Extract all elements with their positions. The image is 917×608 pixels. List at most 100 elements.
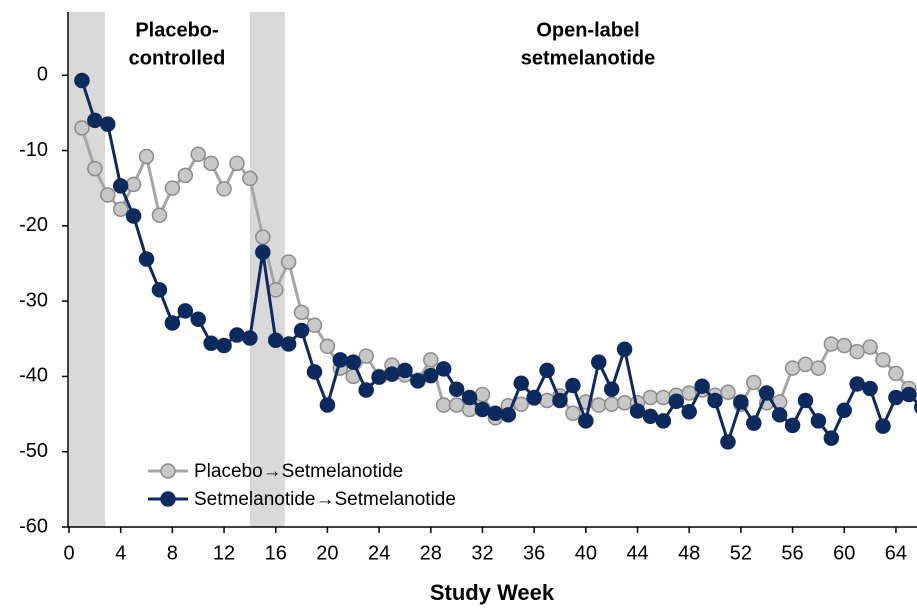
data-point xyxy=(190,146,206,163)
data-point xyxy=(849,376,865,392)
data-point xyxy=(720,434,736,450)
shades xyxy=(69,12,285,527)
data-point xyxy=(539,392,555,409)
data-point xyxy=(565,377,581,394)
data-point xyxy=(306,364,323,380)
data-point xyxy=(603,396,620,413)
data-point xyxy=(293,304,310,321)
data-point xyxy=(435,397,452,413)
legend-marker xyxy=(160,491,176,507)
data-point xyxy=(888,365,904,382)
annotation: controlled xyxy=(129,47,226,69)
data-point xyxy=(642,389,659,406)
data-point xyxy=(319,338,336,355)
shaded-region xyxy=(69,12,106,527)
x-tick-label: 36 xyxy=(523,542,545,564)
data-point xyxy=(151,282,168,298)
data-point xyxy=(603,381,620,397)
data-point xyxy=(280,336,297,352)
data-point xyxy=(112,178,129,194)
legend-label: Setmelanotide→Setmelanotide xyxy=(194,489,456,510)
shaded-region xyxy=(249,12,285,527)
data-point xyxy=(862,339,878,355)
x-tick-label: 64 xyxy=(885,542,907,564)
annotation: Placebo- xyxy=(135,19,218,41)
data-point xyxy=(836,337,852,354)
data-point xyxy=(539,362,555,379)
data-point xyxy=(810,413,827,429)
data-point xyxy=(306,317,323,333)
data-point xyxy=(448,381,465,397)
data-point xyxy=(164,180,181,196)
y-tick-label: -50 xyxy=(19,440,48,462)
data-point xyxy=(591,397,607,413)
data-point xyxy=(875,352,891,368)
data-point xyxy=(616,395,633,411)
data-point xyxy=(229,327,245,343)
data-point xyxy=(655,413,672,429)
data-point xyxy=(267,332,284,349)
y-tick-label: -10 xyxy=(19,139,48,161)
y-tick-label: -30 xyxy=(19,289,48,311)
data-point xyxy=(914,401,917,414)
y-tick-label: -60 xyxy=(19,515,48,537)
data-point xyxy=(823,336,840,352)
data-point xyxy=(552,392,568,409)
data-point xyxy=(203,155,219,172)
data-point xyxy=(216,337,232,354)
data-point xyxy=(681,404,697,420)
data-point xyxy=(203,335,219,352)
x-tick-label: 32 xyxy=(471,542,493,564)
data-point xyxy=(823,430,840,446)
data-point xyxy=(138,148,155,165)
x-tick-label: 44 xyxy=(626,542,648,564)
data-point xyxy=(358,348,374,364)
y-tick-label: -20 xyxy=(19,214,48,236)
data-point xyxy=(784,360,801,376)
data-point xyxy=(720,384,736,400)
data-point xyxy=(384,366,400,382)
data-point xyxy=(410,373,426,389)
data-point xyxy=(423,367,439,384)
x-tick-label: 48 xyxy=(678,542,700,564)
data-point xyxy=(332,352,349,368)
y-tick-label: -40 xyxy=(19,365,48,387)
x-tick-label: 52 xyxy=(730,542,752,564)
x-tick-label: 4 xyxy=(115,542,126,564)
data-point xyxy=(293,322,310,339)
data-point xyxy=(771,407,788,423)
data-point xyxy=(255,229,271,245)
data-point xyxy=(591,354,607,370)
data-point xyxy=(435,361,452,377)
data-point xyxy=(668,393,685,410)
data-point xyxy=(345,354,362,370)
data-point xyxy=(797,392,814,409)
data-point xyxy=(164,315,181,331)
data-point xyxy=(526,389,542,406)
x-tick-label: 28 xyxy=(420,542,442,564)
x-tick-label: 0 xyxy=(63,542,74,564)
data-point xyxy=(500,407,517,423)
data-point xyxy=(888,389,904,406)
legend-label: Placebo→Setmelanotide xyxy=(194,461,403,482)
x-tick-label: 8 xyxy=(167,542,178,564)
data-point xyxy=(616,341,633,358)
data-point xyxy=(655,389,672,406)
data-point xyxy=(87,160,103,177)
x-tick-label: 20 xyxy=(316,542,338,564)
data-point xyxy=(629,403,646,419)
data-point xyxy=(578,413,594,429)
data-point xyxy=(177,167,194,184)
data-point xyxy=(319,397,336,413)
data-point xyxy=(151,207,168,224)
data-point xyxy=(280,254,297,270)
x-tick-label: 56 xyxy=(781,542,803,564)
data-point xyxy=(901,386,917,403)
series-line xyxy=(80,80,917,447)
data-point xyxy=(862,380,878,397)
data-point xyxy=(448,397,465,413)
data-point xyxy=(112,201,129,218)
annotation: Open-label xyxy=(536,19,639,41)
data-point xyxy=(242,330,258,346)
